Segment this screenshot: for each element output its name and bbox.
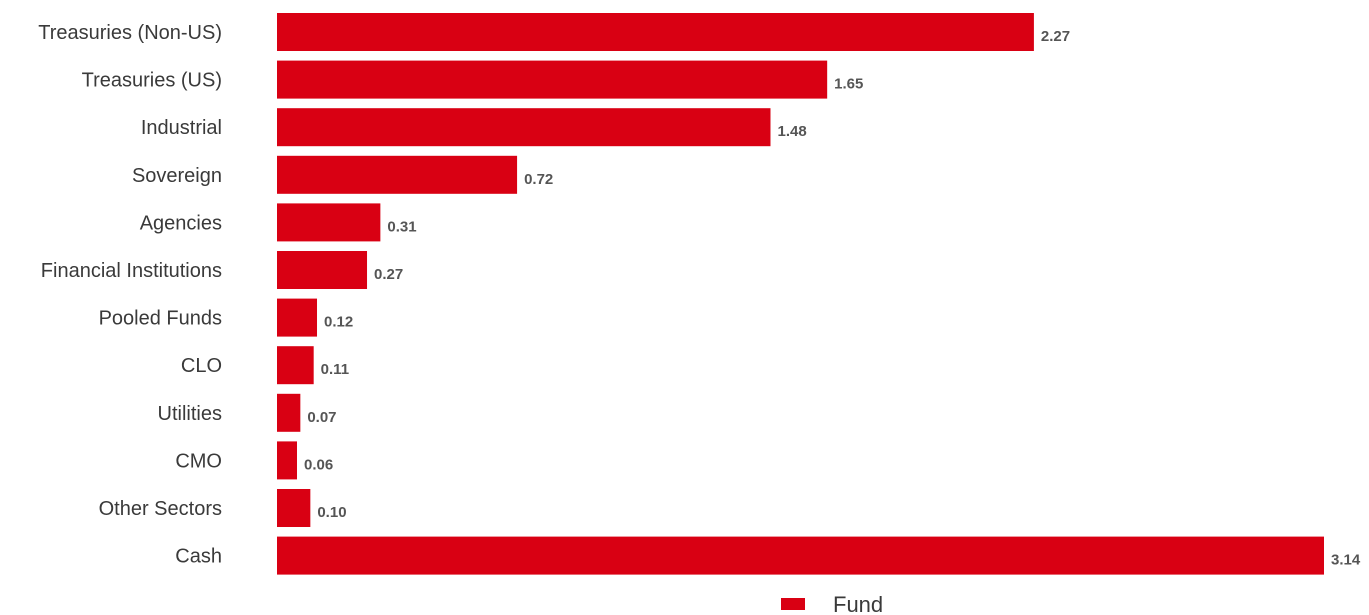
bar-pooled-funds [277, 298, 318, 337]
bar-treasuries-us [277, 60, 828, 99]
category-label-other-sectors: Other Sectors [99, 498, 222, 520]
bar-treasuries-non-us [277, 13, 1034, 51]
category-label-agencies: Agencies [140, 212, 222, 234]
bars [277, 13, 1324, 575]
value-label-other-sectors: 0.10 [317, 504, 346, 521]
value-label-cash: 3.14 [1331, 552, 1361, 569]
bar-sovereign [277, 155, 518, 194]
value-label-agencies: 0.31 [387, 218, 416, 235]
category-label-utilities: Utilities [158, 403, 222, 425]
category-label-treasuries-us: Treasuries (US) [82, 70, 222, 92]
value-label-utilities: 0.07 [307, 409, 336, 426]
bar-utilities [277, 393, 301, 432]
value-labels: 2.27 1.65 1.48 0.72 0.31 0.27 0.12 0.11 0.07 0.06… [304, 28, 1361, 569]
value-label-treasuries-us: 1.65 [834, 76, 863, 93]
bar-cash [277, 536, 1324, 575]
value-label-cmo: 0.06 [304, 456, 333, 473]
category-label-financial-institutions: Financial Institutions [41, 260, 222, 282]
bar-clo [277, 346, 314, 385]
value-label-treasuries-non-us: 2.27 [1041, 28, 1070, 45]
category-labels: Treasuries (Non-US) Treasuries (US) Indust… [38, 22, 222, 568]
bar-financial-institutions [277, 251, 368, 289]
value-label-industrial: 1.48 [777, 123, 806, 140]
bar-agencies [277, 203, 381, 242]
legend-label-fund: Fund [833, 592, 883, 615]
legend-swatch [781, 598, 805, 610]
category-label-clo: CLO [181, 355, 222, 377]
category-label-sovereign: Sovereign [132, 165, 222, 187]
value-label-sovereign: 0.72 [524, 171, 553, 188]
category-label-pooled-funds: Pooled Funds [99, 308, 222, 330]
bar-industrial [277, 108, 771, 147]
bar-cmo [277, 441, 298, 480]
bar-other-sectors [277, 489, 311, 527]
category-label-industrial: Industrial [141, 117, 222, 139]
legend: Fund [781, 592, 883, 615]
category-label-treasuries-non-us: Treasuries (Non-US) [38, 22, 222, 44]
value-label-clo: 0.11 [321, 361, 349, 378]
value-label-financial-institutions: 0.27 [374, 266, 403, 283]
value-label-pooled-funds: 0.12 [324, 314, 353, 331]
category-label-cash: Cash [175, 546, 222, 568]
category-label-cmo: CMO [175, 450, 222, 472]
